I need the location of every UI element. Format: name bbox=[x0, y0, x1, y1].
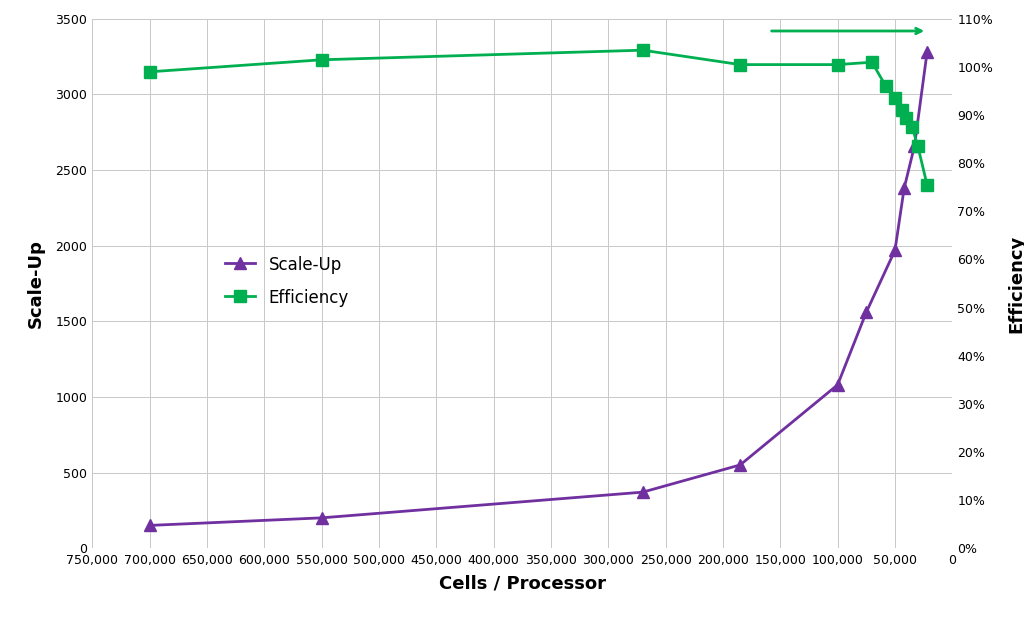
Efficiency bbox=[911, 142, 924, 150]
Scale-Up bbox=[860, 309, 872, 316]
Y-axis label: Efficiency: Efficiency bbox=[1007, 234, 1024, 333]
Efficiency bbox=[637, 47, 649, 54]
X-axis label: Cells / Processor: Cells / Processor bbox=[438, 575, 606, 593]
Scale-Up bbox=[143, 522, 156, 529]
Efficiency bbox=[143, 68, 156, 76]
Scale-Up bbox=[734, 461, 746, 469]
Scale-Up bbox=[908, 142, 921, 150]
Line: Efficiency: Efficiency bbox=[143, 44, 933, 191]
Scale-Up bbox=[898, 185, 910, 192]
Efficiency bbox=[831, 61, 844, 69]
Efficiency bbox=[921, 181, 933, 188]
Efficiency bbox=[906, 123, 919, 131]
Scale-Up bbox=[889, 246, 901, 254]
Efficiency bbox=[889, 94, 901, 102]
Y-axis label: Scale-Up: Scale-Up bbox=[27, 239, 44, 328]
Efficiency bbox=[880, 83, 892, 90]
Efficiency bbox=[734, 61, 746, 69]
Efficiency bbox=[315, 56, 328, 64]
Scale-Up bbox=[637, 488, 649, 496]
Line: Scale-Up: Scale-Up bbox=[144, 47, 933, 531]
Scale-Up bbox=[921, 49, 933, 56]
Scale-Up bbox=[831, 381, 844, 389]
Efficiency bbox=[900, 114, 912, 122]
Efficiency bbox=[896, 106, 908, 114]
Legend: Scale-Up, Efficiency: Scale-Up, Efficiency bbox=[225, 256, 349, 307]
Scale-Up bbox=[315, 514, 328, 522]
Efficiency bbox=[866, 59, 879, 66]
